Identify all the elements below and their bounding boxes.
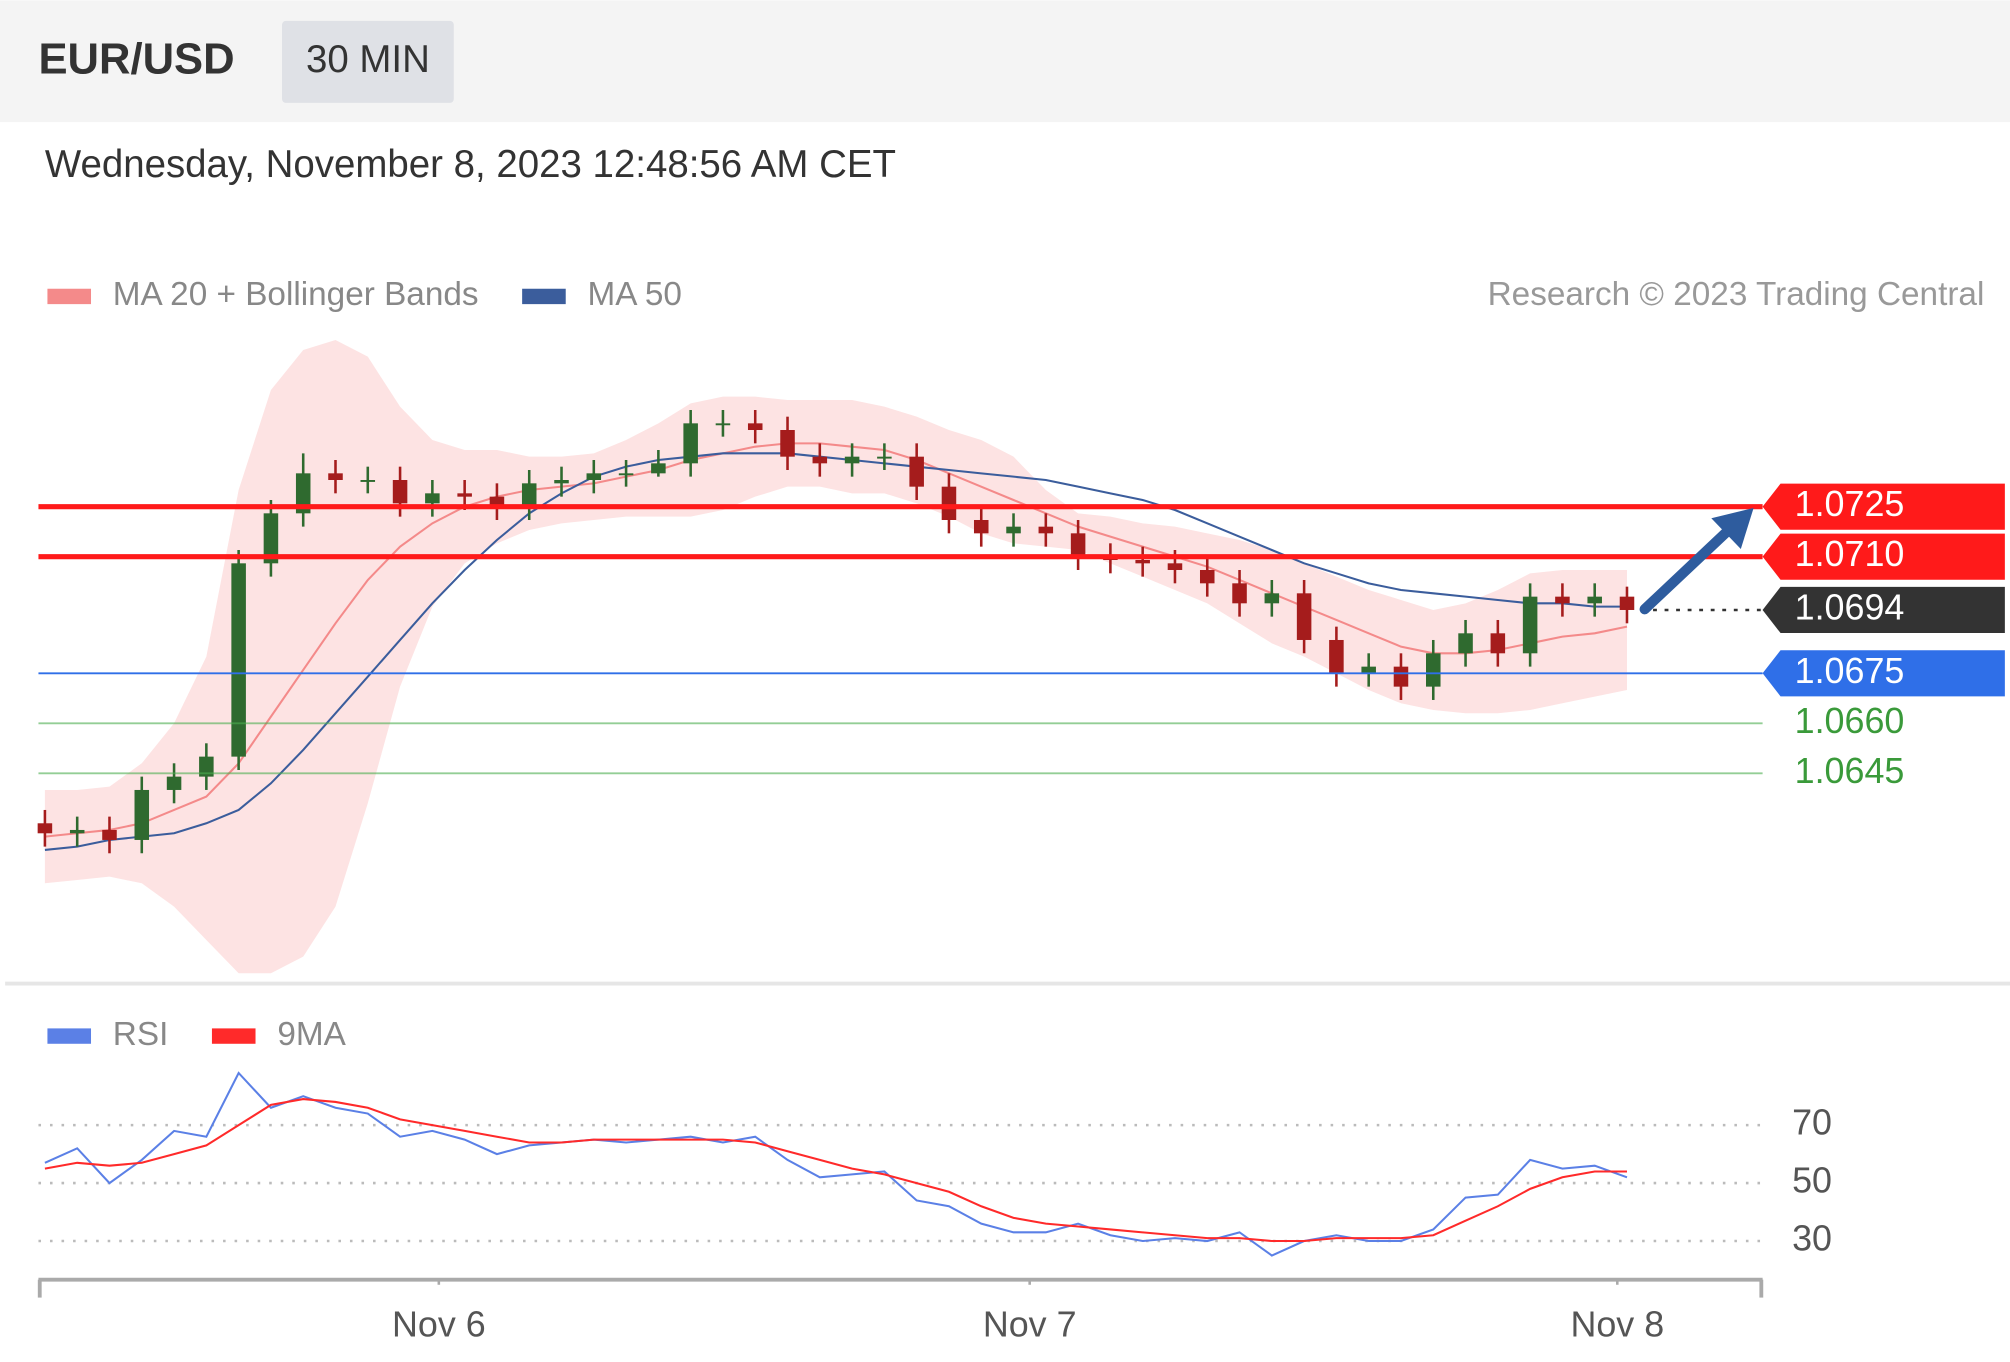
x-tick-label: Nov 7	[983, 1305, 1077, 1345]
legend-swatch	[47, 288, 92, 305]
candle-body	[586, 473, 602, 481]
candle-body	[844, 456, 860, 464]
candle-body	[457, 493, 472, 497]
candle-body	[780, 430, 795, 457]
level-tag	[1762, 533, 2005, 580]
candle-body	[1070, 533, 1086, 557]
candle-body	[102, 829, 117, 840]
indicator-line	[44, 1098, 1627, 1243]
candle-body	[1167, 563, 1183, 570]
level-label: 1.0660	[1795, 701, 1905, 741]
date: Wednesday, November 8, 2023 12:48:56 AM …	[45, 143, 896, 186]
trend-arrow	[1639, 520, 1739, 615]
candle-body	[263, 513, 279, 564]
candle-body	[166, 776, 182, 790]
candle-body	[1135, 559, 1150, 564]
trend-arrow-head	[1711, 507, 1754, 549]
candle-body	[521, 483, 537, 507]
candle-body	[941, 486, 957, 520]
candle-body	[715, 423, 731, 426]
candle-body	[877, 456, 892, 459]
candle-body	[295, 473, 311, 514]
candle-body	[1006, 526, 1021, 534]
candle-body	[1199, 569, 1215, 584]
legend-swatch	[211, 1028, 256, 1044]
candle-body	[231, 563, 246, 757]
candle-body	[1619, 596, 1635, 610]
moving-average	[44, 452, 1627, 851]
legend-label: MA 50	[588, 276, 682, 313]
candle-body	[134, 789, 150, 840]
candle-body	[69, 829, 85, 834]
candle-body	[618, 473, 634, 476]
candle-body	[1232, 583, 1247, 604]
candle-body	[199, 756, 214, 777]
rsi-panel: RSI 9MA 30 50 70 Nov 6 Nov 7 Nov 8	[37, 1016, 1832, 1345]
candle-body	[812, 456, 828, 464]
candle-body	[1490, 633, 1506, 654]
level-label: 1.0710	[1795, 534, 1905, 574]
moving-average	[44, 442, 1628, 838]
candle-body	[651, 463, 666, 474]
candle-body	[1264, 593, 1280, 604]
x-tick-label: Nov 8	[1570, 1305, 1664, 1345]
x-tick-label: Nov 6	[392, 1305, 486, 1345]
legend-swatch	[522, 288, 566, 305]
legend-label: 9MA	[277, 1016, 346, 1053]
level-label: 1.0645	[1795, 751, 1905, 791]
level-label: 1.0675	[1795, 651, 1905, 691]
candle-body	[1522, 596, 1538, 654]
candle-body	[973, 519, 989, 534]
candle-body	[1361, 666, 1376, 674]
legend-swatch	[47, 1028, 92, 1044]
candle-body	[1296, 593, 1312, 640]
price-panel: MA 20 + Bollinger Bands MA 50 1.0725 1.0710…	[37, 276, 2005, 974]
candle-body	[328, 473, 343, 481]
level-tag	[1762, 650, 2005, 697]
pair: EUR/USD	[38, 35, 234, 83]
candle-body	[1329, 639, 1344, 674]
legend-label: RSI	[113, 1016, 169, 1053]
candle-body	[489, 496, 505, 507]
candle-body	[425, 493, 440, 504]
level-tag	[1762, 586, 2005, 634]
candle-body	[1426, 653, 1441, 687]
y-tick-label: 30	[1792, 1219, 1832, 1259]
candle-body	[1555, 596, 1570, 604]
credit: Research © 2023 Trading Central	[1488, 276, 1985, 313]
candle-body	[683, 423, 698, 464]
bollinger-band	[44, 340, 1627, 974]
level-label: 1.0725	[1795, 484, 1905, 524]
level-tag	[1762, 483, 2005, 530]
candle-body	[747, 423, 763, 431]
y-tick-label: 50	[1792, 1161, 1832, 1201]
candle-body	[909, 456, 924, 487]
candle-body	[1038, 526, 1054, 534]
y-tick-label: 70	[1792, 1103, 1832, 1143]
candle-body	[1393, 666, 1409, 687]
candle-body	[1587, 596, 1602, 604]
legend-label: MA 20 + Bollinger Bands	[113, 276, 479, 313]
timeframe-button[interactable]	[282, 20, 454, 103]
candle-body	[392, 480, 408, 504]
candle-body	[554, 480, 569, 484]
candle-body	[360, 480, 376, 482]
timeframe[interactable]: 30 MIN	[306, 38, 430, 81]
candle-body	[1458, 633, 1473, 654]
candle-body	[37, 823, 53, 834]
indicator-line	[44, 1071, 1628, 1257]
level-label: 1.0694	[1795, 587, 1905, 627]
